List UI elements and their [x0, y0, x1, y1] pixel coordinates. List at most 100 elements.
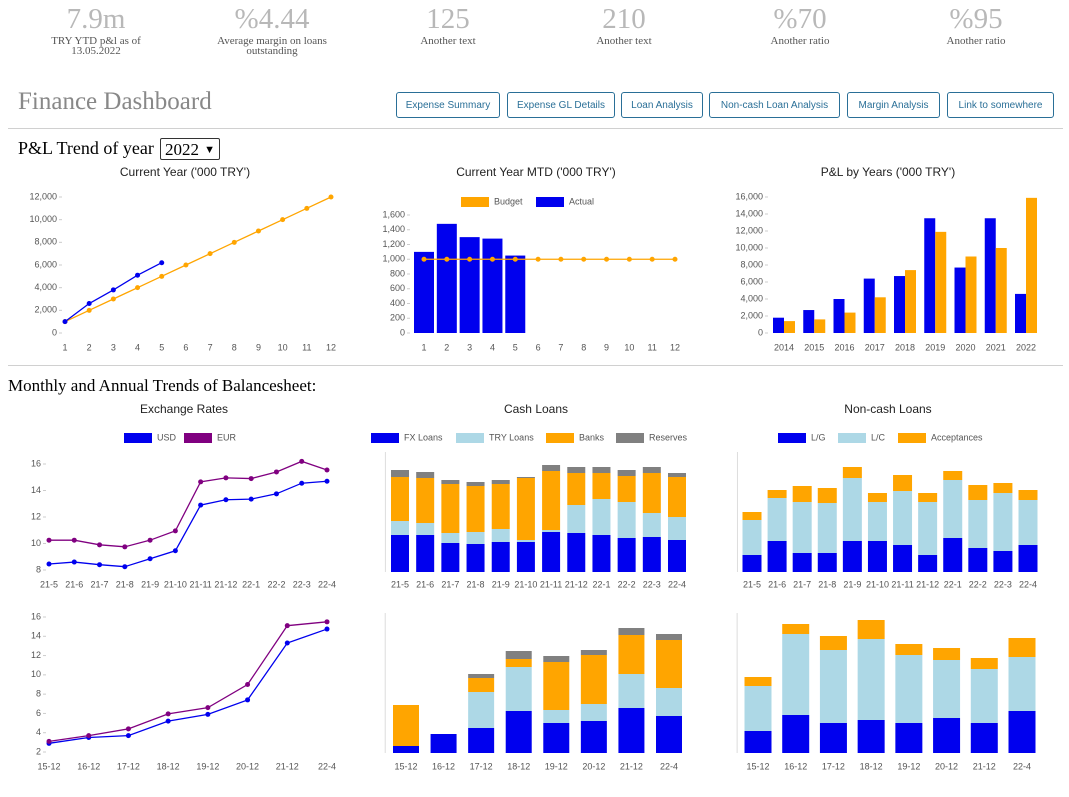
x-tick-label: 22-3 [994, 579, 1012, 589]
kpi-label: Another ratio [946, 35, 1006, 47]
bar-segment [668, 477, 686, 517]
point [86, 307, 92, 313]
y-tick-label: 10,000 [29, 214, 57, 224]
bar-segment [543, 656, 570, 662]
x-tick-label: 21-7 [441, 579, 459, 589]
bar [965, 256, 977, 333]
nav-button[interactable]: Non-cash Loan Analysis [709, 92, 840, 118]
x-tick-label: 21-10 [164, 579, 187, 589]
x-tick-label: 2016 [834, 342, 854, 352]
point [284, 640, 290, 646]
bar-segment [767, 490, 787, 498]
series-line [64, 196, 332, 323]
point [172, 548, 178, 554]
bar-segment [617, 476, 636, 502]
bar-segment [742, 520, 762, 555]
x-tick-label: 21-9 [843, 579, 861, 589]
point [581, 256, 587, 262]
x-tick-label: 2021 [986, 342, 1006, 352]
point [183, 262, 189, 268]
bar-segment [416, 472, 435, 478]
bar-segment [543, 662, 570, 710]
x-tick-label: 21-5 [743, 579, 761, 589]
y-tick-label: 2 [36, 746, 41, 756]
x-tick-label: 1 [62, 342, 67, 352]
x-tick-label: 21-10 [514, 579, 537, 589]
bar-segment [466, 544, 485, 572]
legend-label: Reserves [649, 432, 688, 442]
bar-segment [505, 667, 532, 711]
bar [844, 312, 856, 333]
bar-segment [580, 721, 607, 753]
kpi: 7.9m TRY YTD p&l as of 13.05.2022 [11, 2, 181, 57]
y-tick-label: 6 [36, 708, 41, 718]
bar-segment [416, 523, 435, 535]
kpi-label: Another text [596, 35, 652, 47]
bar-segment [441, 533, 460, 543]
nav-button[interactable]: Expense Summary [396, 92, 500, 118]
bar-segment [782, 634, 810, 715]
nav-button[interactable]: Expense GL Details [507, 92, 615, 118]
kpi: %70 Another ratio [715, 2, 885, 47]
x-tick-label: 21-6 [768, 579, 786, 589]
y-tick-label: 800 [390, 268, 405, 278]
point [649, 256, 655, 262]
legend-label: FX Loans [404, 432, 443, 442]
bar-segment [744, 677, 772, 686]
point [135, 272, 141, 278]
bar-segment [642, 467, 661, 473]
x-tick-label: 22-2 [267, 579, 285, 589]
point [165, 711, 171, 717]
year-select[interactable]: 2022 ▼ [160, 138, 220, 160]
bar-segment [656, 716, 682, 753]
x-tick-label: 21-5 [40, 579, 58, 589]
x-tick-label: 11 [648, 342, 657, 352]
x-tick-label: 17-12 [470, 761, 493, 771]
nav-button[interactable]: Margin Analysis [847, 92, 940, 118]
x-tick-label: 15-12 [37, 761, 60, 771]
point [122, 564, 128, 570]
bar-segment [857, 620, 885, 639]
kpi: 210 Another text [539, 2, 709, 47]
point [489, 256, 495, 262]
bar-segment [516, 478, 535, 540]
x-tick-label: 17-12 [117, 761, 140, 771]
nav-button[interactable]: Link to somewhere [947, 92, 1054, 118]
bar-segment [393, 705, 419, 746]
legend-swatch [546, 433, 574, 443]
bar-segment [466, 532, 485, 544]
bar [863, 278, 875, 333]
y-tick-label: 16 [31, 458, 41, 468]
kpi-label: Average margin on loans outstanding [217, 35, 327, 57]
bar-segment [767, 541, 787, 572]
bar-segment [656, 634, 682, 640]
bar-segment [1018, 490, 1038, 500]
x-tick-label: 10 [278, 342, 288, 352]
bar-segment [993, 493, 1013, 551]
bar-segment [1008, 711, 1036, 753]
y-tick-label: 12 [31, 511, 41, 521]
bar-segment [742, 512, 762, 520]
point [299, 458, 305, 464]
bar [459, 237, 480, 333]
bar-segment [817, 488, 837, 503]
point [255, 228, 261, 234]
bar-segment [782, 715, 810, 753]
chart-title: Exchange Rates [140, 402, 228, 416]
point [46, 537, 52, 543]
bar-segment [656, 688, 682, 716]
point [110, 287, 116, 293]
nav-button[interactable]: Loan Analysis [621, 92, 703, 118]
bar-segment [618, 628, 645, 635]
bar-segment [416, 535, 435, 572]
y-tick-label: 10 [31, 669, 41, 679]
y-tick-label: 16 [31, 611, 41, 621]
y-tick-label: 14 [31, 631, 41, 641]
legend-swatch [124, 433, 152, 443]
point [626, 256, 632, 262]
point [110, 296, 116, 302]
bar-segment [618, 635, 645, 674]
bar-segment [968, 485, 988, 500]
x-tick-label: 21-11 [891, 579, 913, 589]
bar-segment [857, 639, 885, 720]
